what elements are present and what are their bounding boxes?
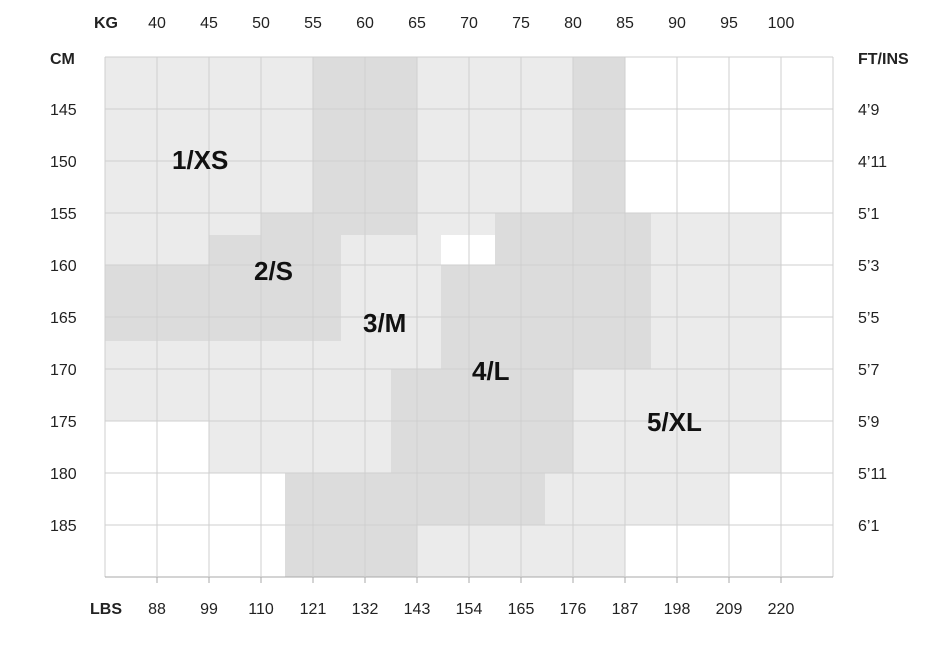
size-label: 5/XL [647,407,702,437]
cm-tick-label: 170 [50,362,77,379]
kg-tick-label: 95 [720,15,738,32]
kg-tick-label: 80 [564,15,582,32]
lbs-tick-label: 165 [508,601,535,618]
kg-tick-label: 60 [356,15,374,32]
kg-tick-label: 85 [616,15,634,32]
lbs-tick-label: 154 [456,601,483,618]
ft-label: FT/INS [858,51,909,68]
lbs-tick-label: 143 [404,601,431,618]
size-label: 2/S [254,256,293,286]
cm-tick-label: 145 [50,102,77,119]
size-label: 4/L [472,356,510,386]
kg-tick-label: 75 [512,15,530,32]
ft-tick-label: 4’9 [858,102,879,119]
cm-tick-label: 160 [50,258,77,275]
kg-tick-label: 45 [200,15,218,32]
lbs-tick-label: 88 [148,601,166,618]
kg-tick-label: 70 [460,15,478,32]
lbs-label: LBS [90,601,122,618]
ft-tick-label: 5’7 [858,362,879,379]
kg-label: KG [94,15,118,32]
kg-tick-label: 50 [252,15,270,32]
cm-label: CM [50,51,75,68]
lbs-tick-label: 132 [352,601,379,618]
kg-tick-label: 90 [668,15,686,32]
cm-tick-label: 175 [50,414,77,431]
lbs-tick-label: 121 [300,601,327,618]
kg-tick-label: 40 [148,15,166,32]
lbs-tick-label: 110 [248,601,274,618]
ft-tick-label: 6’1 [858,518,879,535]
kg-tick-label: 65 [408,15,426,32]
cm-tick-label: 185 [50,518,77,535]
kg-tick-label: 55 [304,15,322,32]
size-label: 1/XS [172,145,228,175]
cm-tick-label: 165 [50,310,77,327]
kg-tick-label: 100 [768,15,795,32]
ft-tick-label: 5’11 [858,466,887,483]
ft-tick-label: 5’1 [858,206,879,223]
ft-tick-label: 5’5 [858,310,879,327]
size-regions [105,57,781,577]
lbs-tick-label: 220 [768,601,795,618]
lbs-tick-label: 187 [612,601,639,618]
lbs-tick-label: 99 [200,601,218,618]
lbs-tick-label: 176 [560,601,587,618]
ft-tick-label: 5’9 [858,414,879,431]
cm-tick-label: 180 [50,466,77,483]
ft-tick-label: 5’3 [858,258,879,275]
lbs-tick-label: 198 [664,601,691,618]
cm-tick-label: 155 [50,206,77,223]
lbs-tick-label: 209 [716,601,743,618]
cm-tick-label: 150 [50,154,77,171]
size-label: 3/M [363,308,406,338]
grid [104,56,834,583]
ft-tick-label: 4’11 [858,154,887,171]
